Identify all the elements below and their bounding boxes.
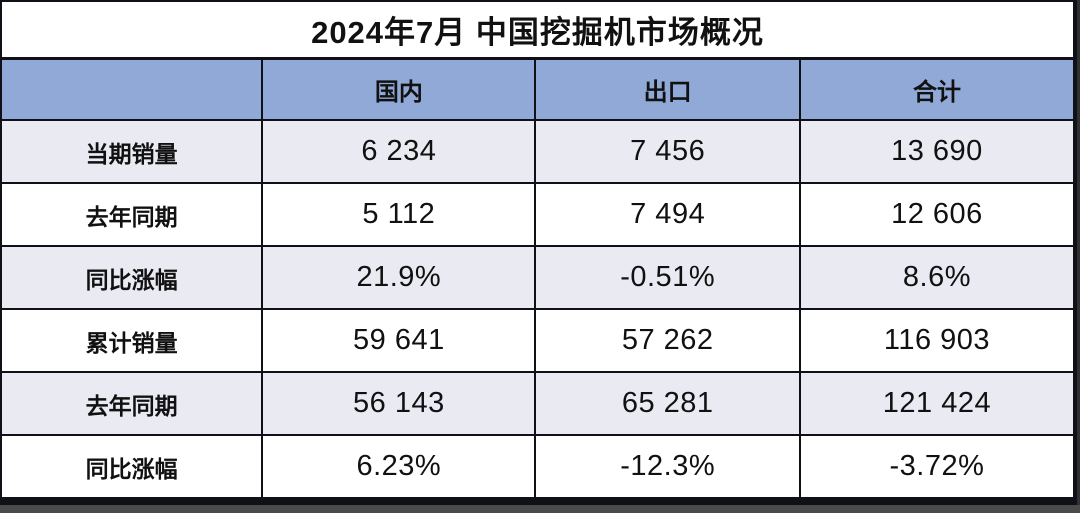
header-cell-empty <box>2 60 264 119</box>
table-row-last-year-same-period: 去年同期 5 112 7 494 12 606 <box>2 184 1073 247</box>
total-value: 8.6% <box>902 261 971 293</box>
export-value: 65 281 <box>536 373 801 434</box>
table-header-row: 国内 出口 合计 <box>2 60 1073 121</box>
total-value: 116 903 <box>883 324 991 356</box>
export-value: -0.51% <box>536 247 801 308</box>
domestic-value: 6 234 <box>263 121 537 182</box>
table-bottom-shadow <box>0 505 1080 513</box>
header-cell-total: 合计 <box>912 79 961 106</box>
total-value: 12 606 <box>891 198 983 230</box>
export-value: 7 494 <box>536 184 801 245</box>
total-value: 121 424 <box>882 387 992 419</box>
table-row-cumulative-sales: 累计销量 59 641 57 262 116 903 <box>2 310 1073 373</box>
domestic-value: 6.23% <box>263 436 537 497</box>
domestic-value: 59 641 <box>263 310 537 371</box>
row-label: 累计销量 <box>2 310 264 371</box>
domestic-value: 56 143 <box>263 373 537 434</box>
domestic-value: 5 112 <box>263 184 537 245</box>
row-label: 同比涨幅 <box>2 436 264 497</box>
row-label: 当期销量 <box>2 121 264 182</box>
header-cell-export: 出口 <box>536 60 801 119</box>
excavator-market-table: 2024年7月 中国挖掘机市场概况 国内 出口 合计 当期销量 6 234 7 … <box>2 2 1073 497</box>
header-cell-domestic: 国内 <box>263 60 537 119</box>
export-value: 7 456 <box>536 121 801 182</box>
table-right-shadow <box>1077 0 1080 513</box>
row-label: 同比涨幅 <box>2 247 264 308</box>
table-row-current-sales: 当期销量 6 234 7 456 13 690 <box>2 121 1073 184</box>
total-value: -3.72% <box>889 450 985 482</box>
domestic-value: 21.9% <box>263 247 537 308</box>
row-label: 去年同期 <box>2 184 264 245</box>
table-title-bar: 2024年7月 中国挖掘机市场概况 <box>2 2 1073 60</box>
export-value: -12.3% <box>536 436 801 497</box>
page-title: 2024年7月 中国挖掘机市场概况 <box>311 15 764 50</box>
table-row-cumulative-last-year: 去年同期 56 143 65 281 121 424 <box>2 373 1073 436</box>
table-row-cumulative-yoy-change: 同比涨幅 6.23% -12.3% -3.72% <box>2 436 1073 497</box>
total-value: 13 690 <box>891 135 983 167</box>
table-row-yoy-change: 同比涨幅 21.9% -0.51% 8.6% <box>2 247 1073 310</box>
row-label: 去年同期 <box>2 373 264 434</box>
export-value: 57 262 <box>536 310 801 371</box>
